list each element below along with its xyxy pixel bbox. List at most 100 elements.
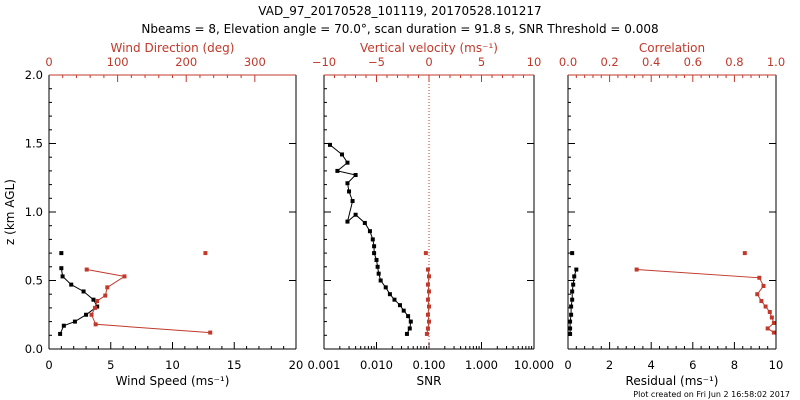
data-point <box>372 251 377 256</box>
data-point <box>81 289 86 294</box>
data-point <box>568 326 573 331</box>
data-point <box>84 312 89 317</box>
data-point <box>95 299 100 304</box>
data-point <box>362 220 367 225</box>
data-point <box>765 326 770 331</box>
data-point <box>208 330 213 335</box>
top-x-tick-label: 0.6 <box>684 55 702 69</box>
chart-panel-2: 0.001 0.010 0.100 1.000 10.000 SNR −10 −5 0 5 10 Ve… <box>308 41 555 388</box>
data-point <box>61 323 66 328</box>
x-tick-label: 2 <box>606 358 613 372</box>
y-tick-label: 2.0 <box>25 68 43 82</box>
isolated-point <box>570 251 575 256</box>
data-point <box>763 304 768 309</box>
x-tick-label: 0.100 <box>413 358 446 372</box>
data-point <box>771 320 776 325</box>
chart-panel-3: 0 2 4 6 8 10 Residual (ms⁻¹) 0.0 0.2 0.4 0.6 0.8 1.0… <box>559 41 785 388</box>
data-point <box>397 303 402 308</box>
isolated-point <box>742 251 747 256</box>
x-tick-label: 4 <box>648 358 655 372</box>
data-point <box>574 267 579 272</box>
top-x-tick-label: 300 <box>244 55 266 69</box>
top-x-tick-label: 200 <box>175 55 197 69</box>
data-point <box>58 331 63 336</box>
x-tick-label: 0.001 <box>308 358 341 372</box>
data-point <box>427 319 431 324</box>
data-point <box>570 289 575 294</box>
data-point <box>383 285 388 290</box>
x-axis-label-1: Wind Speed (ms⁻¹) <box>116 374 230 388</box>
data-point <box>427 304 431 309</box>
data-point <box>374 257 379 262</box>
data-point <box>769 315 774 320</box>
x-tick-label: 0.010 <box>360 358 393 372</box>
series-line-2-0 <box>329 144 412 335</box>
data-point <box>92 305 97 310</box>
x-axis-label-2: SNR <box>417 374 442 388</box>
data-point <box>387 292 392 297</box>
top-x-tick-label: 5 <box>478 55 485 69</box>
x-tick-label: 10.000 <box>514 358 554 372</box>
data-point <box>353 212 358 217</box>
y-tick-label: 0.0 <box>25 342 43 356</box>
data-point <box>375 264 380 269</box>
top-x-tick-label: 0.2 <box>600 55 618 69</box>
data-point <box>345 219 350 224</box>
title-line-2: Nbeams = 8, Elevation angle = 70.0°, sca… <box>141 22 658 36</box>
data-point <box>103 293 108 298</box>
data-point <box>95 304 100 309</box>
top-x-tick-label: 0.0 <box>559 55 577 69</box>
x-tick-label: 0 <box>564 358 571 372</box>
data-point <box>759 299 764 304</box>
data-point <box>757 275 762 280</box>
top-x-tick-label: 1.0 <box>767 55 785 69</box>
top-x-axis-label-2: Vertical velocity (ms⁻¹) <box>360 41 498 55</box>
x-tick-label: 10 <box>165 358 180 372</box>
data-point <box>407 326 412 331</box>
data-point <box>425 312 430 317</box>
data-point <box>347 189 352 194</box>
data-point <box>345 181 350 186</box>
data-point <box>427 289 431 294</box>
x-tick-label: 10 <box>769 358 784 372</box>
isolated-point <box>59 251 64 256</box>
y-tick-label: 1.0 <box>25 205 43 219</box>
isolated-point <box>203 251 208 256</box>
data-point <box>93 322 98 327</box>
data-point <box>571 282 576 287</box>
data-point <box>425 282 430 287</box>
data-point <box>350 199 355 204</box>
x-tick-label: 20 <box>289 358 304 372</box>
data-point <box>427 274 431 279</box>
x-tick-label: 8 <box>731 358 738 372</box>
data-point <box>401 308 406 313</box>
data-point <box>570 297 575 302</box>
x-tick-label: 0 <box>45 358 52 372</box>
data-point <box>89 312 94 317</box>
data-point <box>406 314 411 319</box>
data-point <box>425 326 430 331</box>
series-line-1-0 <box>59 268 98 335</box>
chart-panel-1: 0.0 0.5 1.0 1.5 2.0 z (km AGL) 0 5 10 15 20 Wind Sp… <box>3 41 303 388</box>
data-point <box>569 304 574 309</box>
data-point <box>376 271 381 276</box>
top-x-tick-label: −5 <box>368 55 385 69</box>
data-point <box>408 319 413 324</box>
data-point <box>634 267 639 272</box>
data-point <box>72 319 77 324</box>
data-point <box>424 331 429 336</box>
top-x-tick-label: 0 <box>45 55 52 69</box>
data-point <box>392 297 397 302</box>
top-x-tick-label: 0.8 <box>725 55 743 69</box>
footer-timestamp: Plot created on Fri Jun 2 16:58:02 2017 <box>633 390 790 399</box>
data-point <box>761 283 766 288</box>
data-point <box>378 278 383 283</box>
series-line-1-1 <box>86 269 211 334</box>
series-line-3-1 <box>636 269 775 334</box>
data-point <box>767 310 772 315</box>
data-point <box>568 331 573 336</box>
top-x-tick-label: 0 <box>425 55 432 69</box>
data-point <box>105 285 110 290</box>
data-point <box>327 142 332 147</box>
data-point <box>84 267 89 272</box>
